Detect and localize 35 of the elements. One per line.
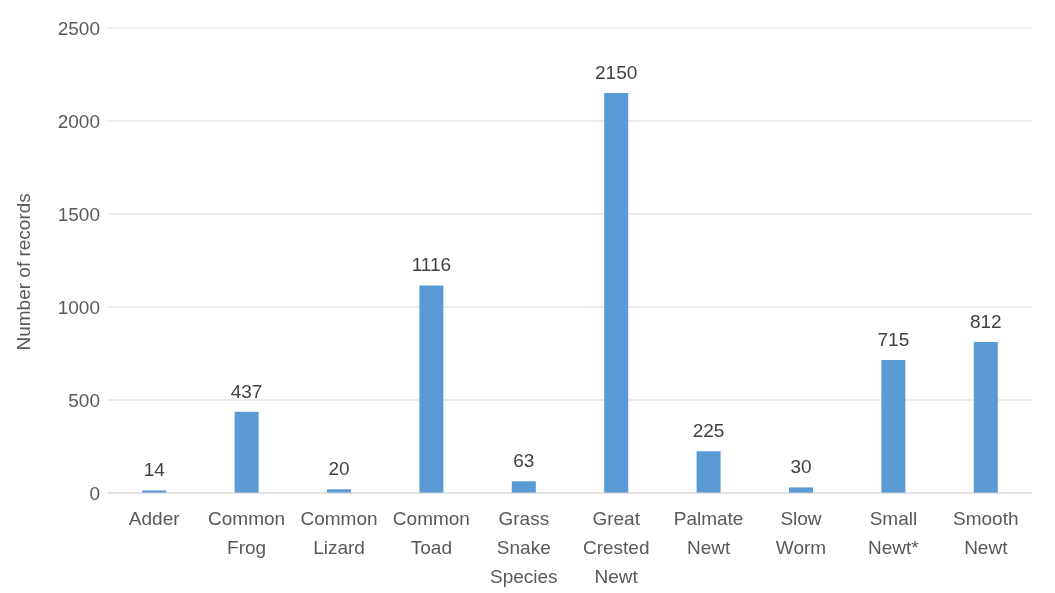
y-tick-label: 500 bbox=[68, 389, 100, 411]
data-label: 715 bbox=[877, 329, 910, 351]
bar bbox=[604, 93, 629, 493]
data-label: 225 bbox=[692, 420, 725, 442]
data-label: 14 bbox=[143, 459, 166, 481]
x-tick-label: Great Crested Newt bbox=[582, 508, 650, 587]
x-tick-label: Grass Snake Species bbox=[490, 508, 558, 587]
x-tick-label: Common Lizard bbox=[300, 508, 378, 558]
bar bbox=[419, 285, 444, 493]
y-tick-label: 0 bbox=[89, 482, 100, 504]
x-tick-label: Palmate Newt bbox=[673, 508, 744, 558]
bar bbox=[234, 411, 259, 493]
data-label: 63 bbox=[513, 450, 535, 472]
bar bbox=[788, 487, 814, 493]
x-tick-label: Smooth Newt bbox=[953, 508, 1019, 558]
x-tick-label: Common Toad bbox=[392, 508, 470, 558]
bar bbox=[696, 451, 721, 493]
x-tick-label: Common Frog bbox=[208, 508, 286, 558]
bar bbox=[511, 481, 536, 493]
data-label: 1116 bbox=[411, 254, 452, 276]
data-label: 812 bbox=[969, 310, 1002, 332]
y-tick-label: 2500 bbox=[57, 17, 100, 39]
x-tick-label: Small Newt* bbox=[868, 508, 920, 558]
data-label: 437 bbox=[230, 380, 263, 402]
x-tick-label: Adder bbox=[128, 508, 181, 529]
bar bbox=[973, 341, 998, 493]
y-tick-label: 1000 bbox=[57, 296, 100, 318]
data-label: 20 bbox=[328, 458, 350, 480]
y-tick-label: 1500 bbox=[57, 203, 100, 225]
data-label: 30 bbox=[790, 456, 812, 478]
x-tick-label: Slow Worm bbox=[775, 508, 827, 558]
y-axis-title: Number of records bbox=[12, 193, 34, 351]
y-tick-label: 2000 bbox=[57, 110, 100, 132]
data-label: 2150 bbox=[595, 62, 638, 84]
bar bbox=[881, 360, 906, 493]
